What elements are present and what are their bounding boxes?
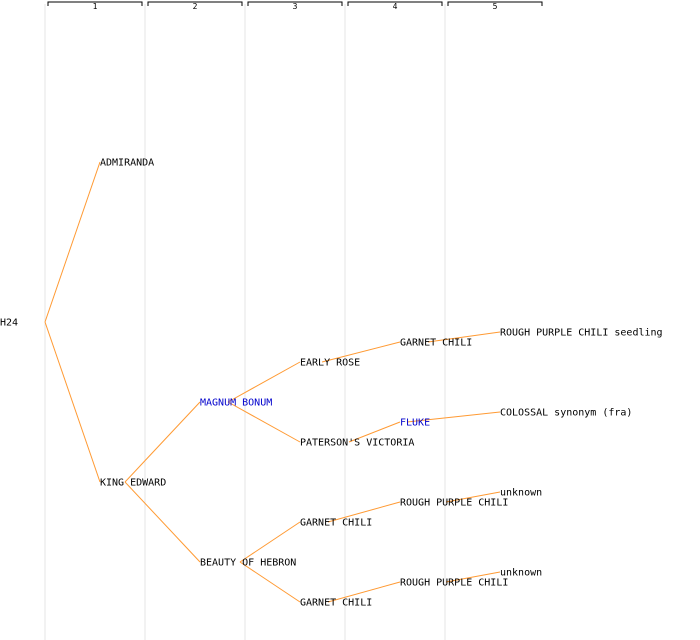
- node-label[interactable]: COLOSSAL synonym (fra): [500, 408, 632, 419]
- pedigree-edge: [327, 501, 401, 523]
- node-label[interactable]: ROUGH PURPLE CHILI seedling: [500, 328, 663, 339]
- node-label[interactable]: ADMIRANDA: [100, 158, 154, 169]
- generation-number: 3: [293, 2, 298, 11]
- pedigree-edge: [406, 411, 501, 423]
- pedigree-edge: [445, 491, 501, 503]
- pedigree-edge: [427, 331, 501, 343]
- pedigree-edges: [44, 161, 501, 603]
- pedigree-edge: [239, 521, 301, 563]
- pedigree-edge: [321, 341, 401, 363]
- node-label[interactable]: FLUKE: [400, 418, 430, 429]
- generation-bracket: [147, 1, 243, 6]
- pedigree-edge: [124, 401, 201, 483]
- node-label[interactable]: EARLY ROSE: [300, 358, 360, 369]
- node-label[interactable]: GARNET CHILI: [300, 598, 372, 609]
- node-root-label[interactable]: H24: [0, 318, 18, 329]
- generation-number: 4: [393, 2, 398, 11]
- generation-number: 1: [93, 2, 98, 11]
- pedigree-edge: [445, 571, 501, 583]
- pedigree-edge: [227, 401, 301, 443]
- pedigree-edge: [44, 321, 101, 483]
- node-label[interactable]: unknown: [500, 568, 542, 579]
- node-label[interactable]: GARNET CHILI: [300, 518, 372, 529]
- generation-number: 2: [193, 2, 198, 11]
- generation-bracket: [47, 1, 143, 6]
- pedigree-edge: [44, 161, 101, 323]
- generation-guides: [44, 4, 446, 640]
- generation-number: 5: [493, 2, 498, 11]
- node-label[interactable]: unknown: [500, 488, 542, 499]
- pedigree-edge: [327, 581, 401, 603]
- pedigree-edge: [124, 481, 201, 563]
- node-label[interactable]: KING EDWARD: [100, 478, 166, 489]
- pedigree-edge: [239, 561, 301, 603]
- node-label[interactable]: BEAUTY OF HEBRON: [200, 558, 296, 569]
- node-label[interactable]: ROUGH PURPLE CHILI: [400, 498, 508, 509]
- pedigree-nodes: H24 ADMIRANDA KING EDWARD MAGNUM BONUM BEAUT…: [0, 158, 663, 609]
- node-label[interactable]: ROUGH PURPLE CHILI: [400, 578, 508, 589]
- generation-bracket: [347, 1, 443, 6]
- generation-header: 1 2 3 4 5: [47, 1, 543, 11]
- pedigree-edge: [227, 361, 301, 403]
- pedigree-edge: [348, 421, 401, 443]
- generation-bracket: [247, 1, 343, 6]
- node-label[interactable]: PATERSON'S VICTORIA: [300, 438, 414, 449]
- generation-bracket: [447, 1, 543, 6]
- node-label[interactable]: MAGNUM BONUM: [200, 398, 272, 409]
- node-label[interactable]: GARNET CHILI: [400, 338, 472, 349]
